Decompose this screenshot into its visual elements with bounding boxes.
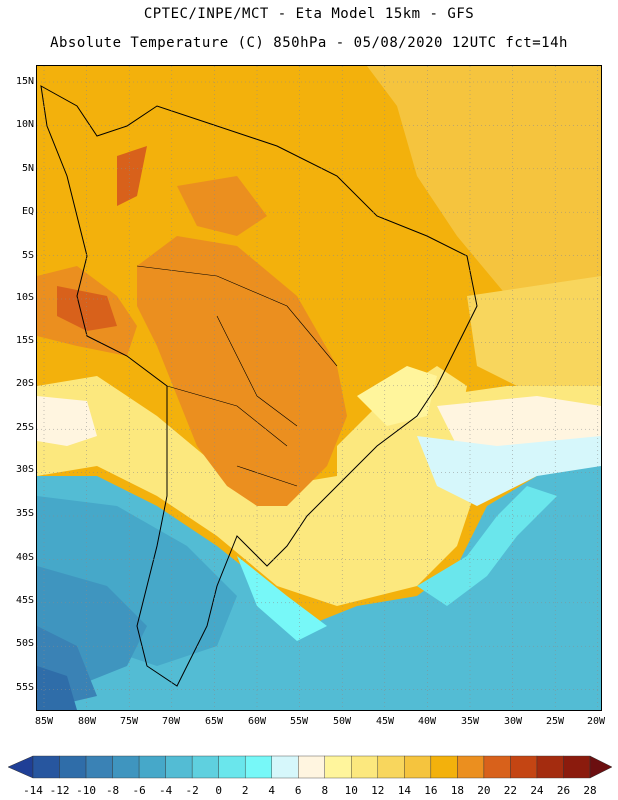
colorbar-label: -4 [158,784,173,797]
colorbar [0,752,618,782]
lon-label-25w: 25W [545,716,565,727]
lon-label-85w: 85W [34,716,54,727]
colorbar-label: 8 [321,784,329,797]
colorbar-label: 2 [241,784,249,797]
lon-label-80w: 80W [77,716,97,727]
lat-label-15n: 15N [15,76,34,87]
lat-label-10n: 10N [15,119,34,130]
lon-label-60w: 60W [247,716,267,727]
lon-label-65w: 65W [204,716,224,727]
colorbar-swatch [563,755,591,779]
contour-6c [417,436,601,506]
colorbar-label: -2 [185,784,199,797]
colorbar-swatch [59,755,87,779]
colorbar-swatch [218,755,246,779]
lat-label-eq: EQ [21,206,34,217]
colorbar-swatch [271,755,299,779]
country-borders [136,265,338,487]
lat-label-5n: 5N [21,163,34,174]
contour-12c-brazil [337,366,467,516]
contour-22c-colombia [117,146,147,206]
lat-label-35s: 35S [15,508,34,519]
colorbar-swatch [32,755,60,779]
contour-8c-east [437,396,601,446]
contour-20c-interior [137,236,347,506]
colorbar-swatch [165,755,193,779]
colorbar-label: 22 [503,784,518,797]
colorbar-label: -8 [105,784,120,797]
colorbar-label: 20 [477,784,491,797]
lon-label-35w: 35W [460,716,480,727]
colorbar-label: 26 [556,784,571,797]
graticule [37,66,601,710]
continent-outline [40,85,478,687]
colorbar-label: -10 [76,784,96,797]
colorbar-swatch [377,755,405,779]
contour-22c-peru [57,286,117,331]
colorbar-label: -12 [49,784,70,797]
colorbar-label: 10 [344,784,358,797]
lon-label-20w: 20W [586,716,606,727]
lat-label-45s: 45S [15,595,34,606]
colorbar-swatch [112,755,140,779]
contour-8c-west [37,396,97,446]
colorbar-label: 18 [450,784,464,797]
contour-20c-venezuela [177,176,267,236]
lon-label-55w: 55W [289,716,309,727]
colorbar-swatch [536,755,564,779]
lon-label-45w: 45W [375,716,395,727]
colorbar-swatch [457,755,485,779]
lat-label-55s: 55S [15,682,34,693]
colorbar-label: 4 [268,784,276,797]
lat-label-40s: 40S [15,552,34,563]
colorbar-min-arrow [7,755,34,779]
colorbar-swatch [191,755,219,779]
colorbar-label: 28 [583,784,597,797]
lat-label-25s: 25S [15,422,34,433]
colorbar-label: 24 [530,784,544,797]
contour-10c-brazil [357,366,437,426]
colorbar-swatch [85,755,113,779]
contour-14c-east [467,276,601,396]
colorbar-swatch [510,755,538,779]
colorbar-swatch [244,755,272,779]
colorbar-swatch [324,755,352,779]
colorbar-swatch [138,755,166,779]
colorbar-label: 16 [424,784,438,797]
colorbar-max-arrow [589,755,613,779]
colorbar-swatch [351,755,379,779]
colorbar-label: 14 [397,784,411,797]
contour-2c [417,486,557,606]
lat-label-10s: 10S [15,292,34,303]
contour-minus10c [37,666,77,710]
lat-label-15s: 15S [15,335,34,346]
colorbar-swatch [298,755,325,779]
contour-16c-ne [367,66,601,306]
lon-label-30w: 30W [503,716,523,727]
lon-label-75w: 75W [119,716,139,727]
colorbar-swatch [430,755,458,779]
contour-4c [237,556,327,641]
title-line-1: CPTEC/INPE/MCT - Eta Model 15km - GFS [143,6,475,22]
temperature-map [36,65,602,711]
colorbar-label: 0 [215,784,222,797]
lon-label-50w: 50W [332,716,352,727]
lat-label-5s: 5S [21,250,34,261]
colorbar-swatch [483,755,511,779]
colorbar-label: -6 [132,784,146,797]
colorbar-label: 12 [371,784,385,797]
colorbar-swatch [404,755,432,779]
colorbar-label: 6 [294,784,302,797]
title-line-2: Absolute Temperature (C) 850hPa - 05/08/… [50,35,568,51]
lon-label-40w: 40W [417,716,437,727]
lon-label-70w: 70W [161,716,181,727]
lat-label-20s: 20S [15,378,34,389]
lat-label-30s: 30S [15,464,34,475]
lat-label-50s: 50S [15,638,34,649]
colorbar-label: -14 [23,784,43,797]
